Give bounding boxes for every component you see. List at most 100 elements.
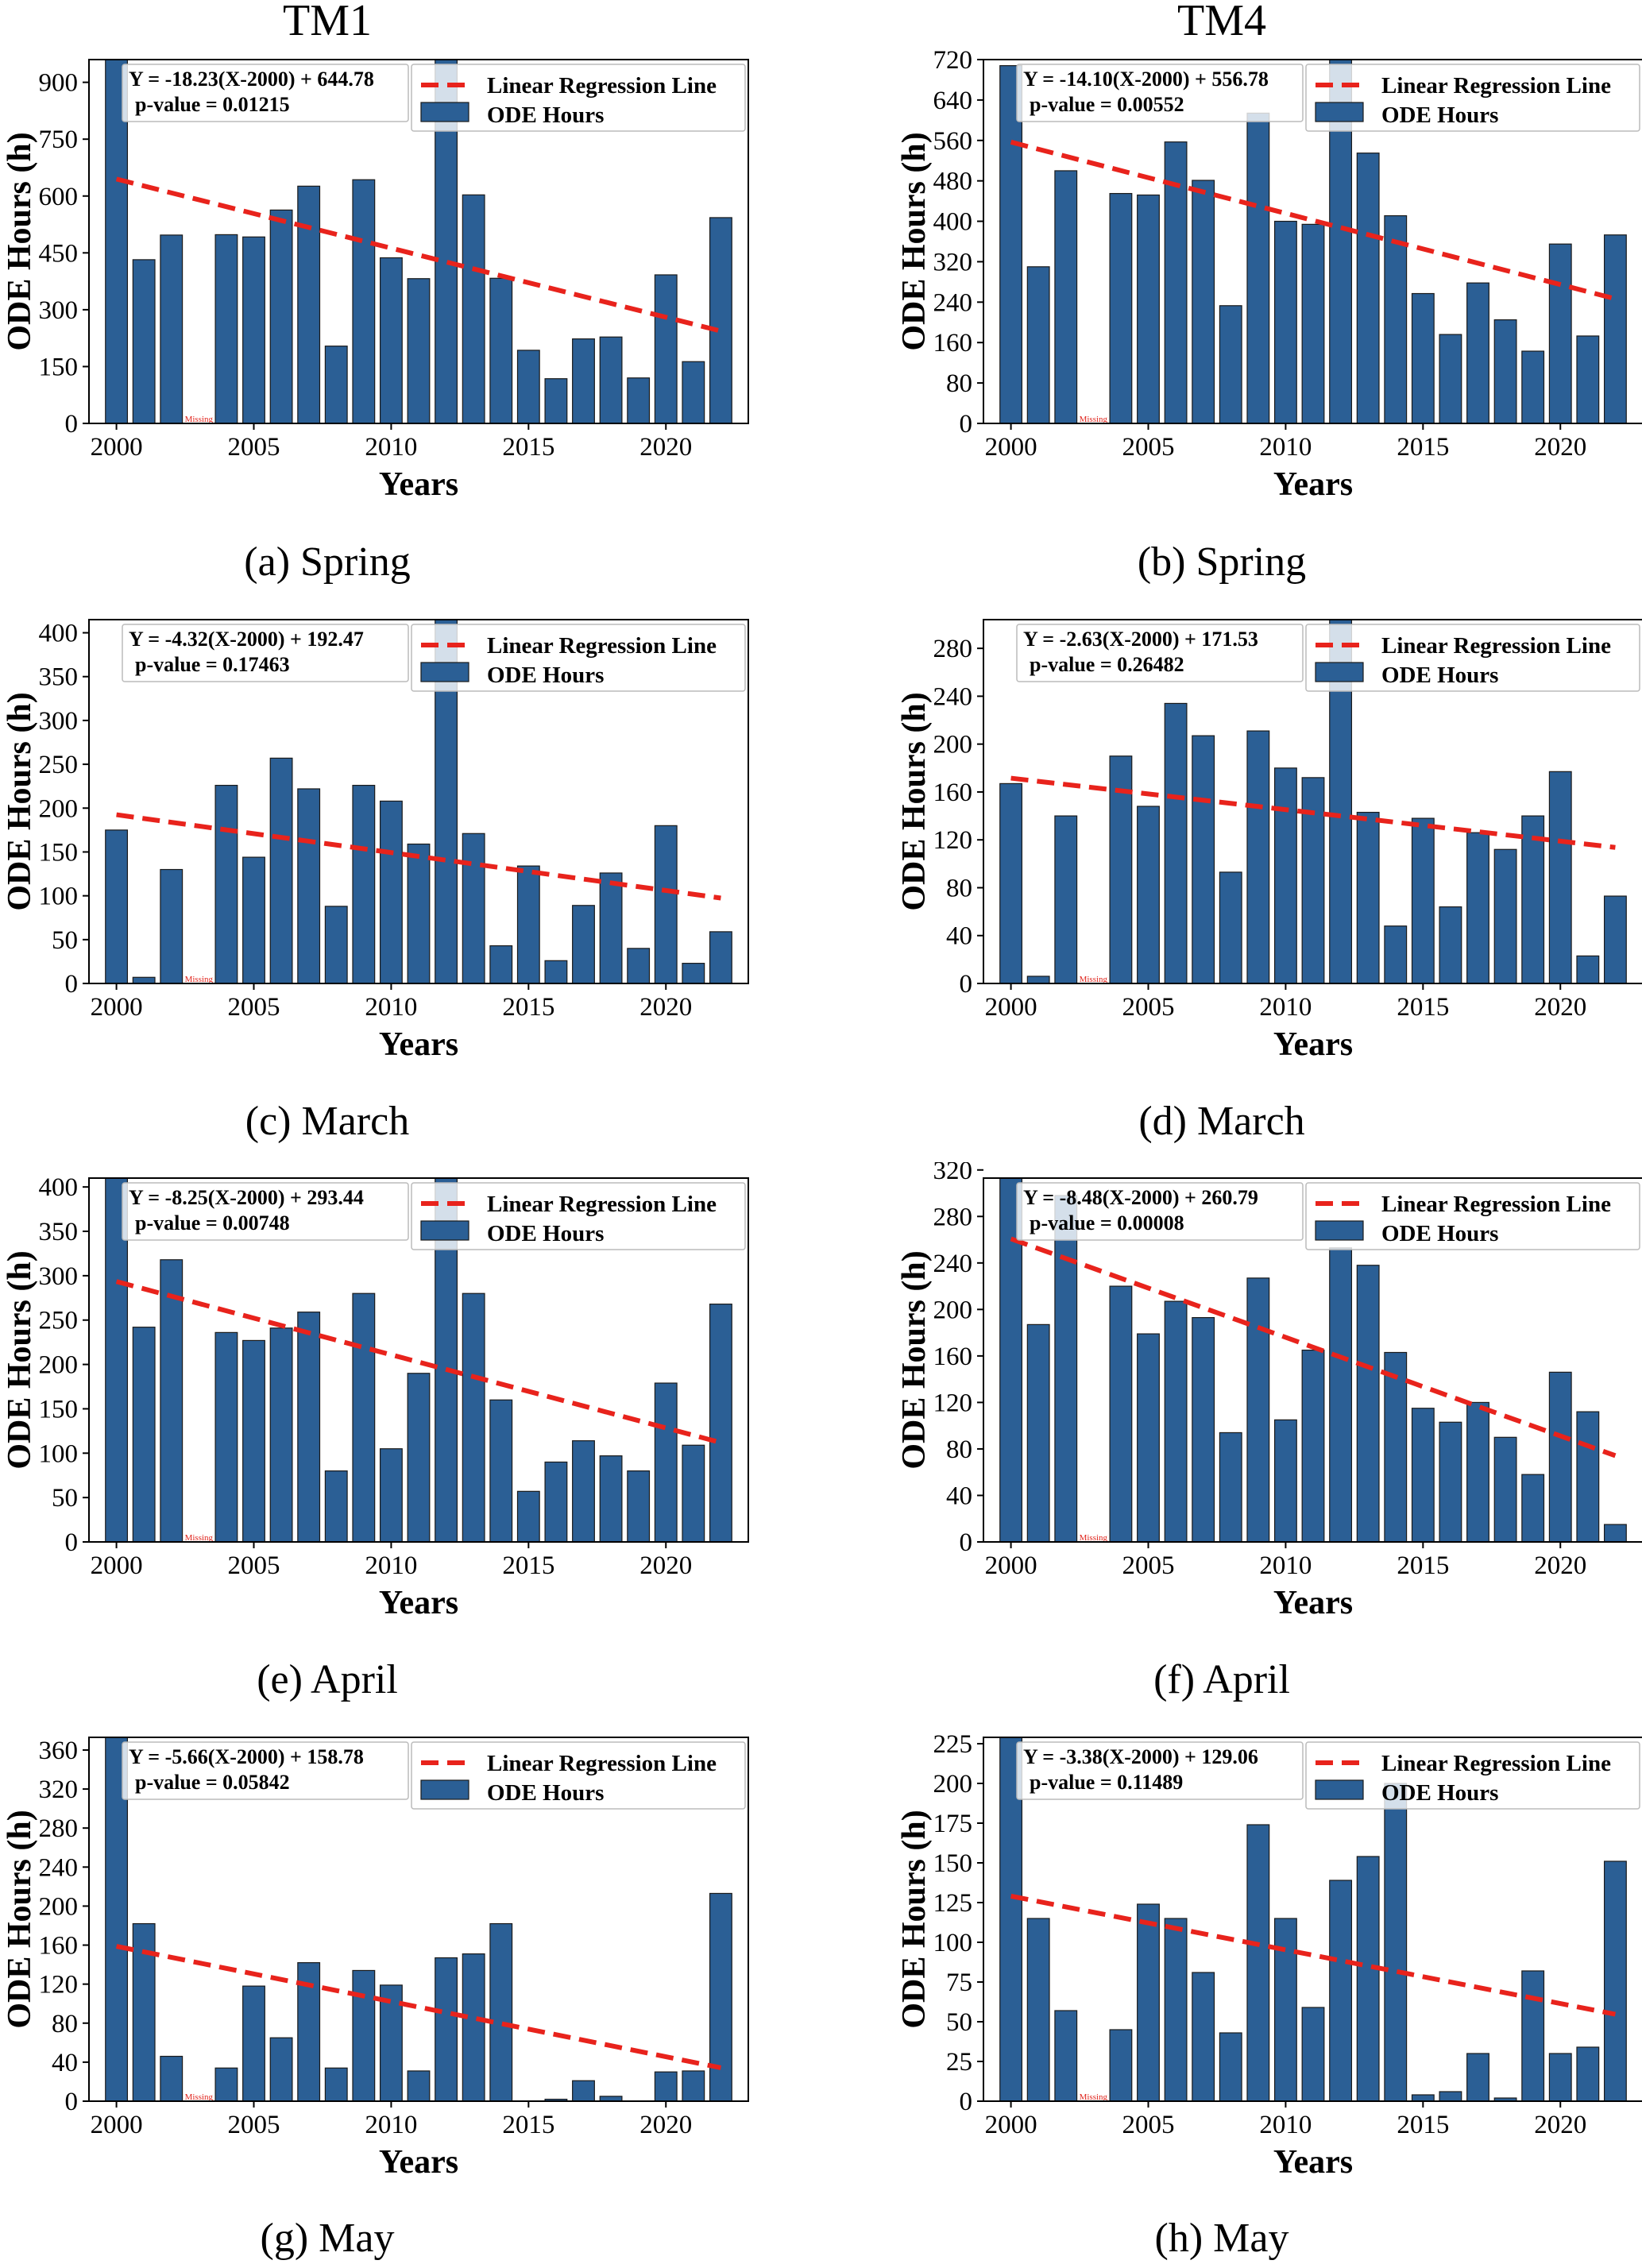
x-tick-label: 2000: [985, 993, 1037, 1022]
y-tick-label: 320: [39, 1775, 79, 1804]
bar: [105, 829, 129, 984]
y-tick-label: 0: [65, 970, 79, 999]
regression-equation: Y = -5.66(X-2000) + 158.78: [129, 1745, 364, 1768]
legend-label-ode: ODE Hours: [1381, 102, 1498, 128]
y-tick-label: 100: [933, 1929, 973, 1957]
bar: [1246, 1824, 1270, 2102]
x-tick-label: 2005: [1122, 2111, 1175, 2139]
legend-box: [1305, 1182, 1640, 1250]
bar: [599, 1455, 623, 1543]
x-tick-label: 2010: [1259, 433, 1312, 462]
y-tick-label: 120: [39, 1971, 79, 1999]
x-tick-label: 2015: [1397, 993, 1449, 1022]
y-tick-label: 600: [39, 183, 79, 211]
legend-bar-swatch: [1315, 1220, 1364, 1241]
bar: [1301, 777, 1325, 984]
bar: [269, 2037, 293, 2102]
bar: [999, 65, 1023, 424]
x-tick-label: 2005: [228, 1551, 280, 1580]
bar: [1356, 1856, 1380, 2102]
bar: [489, 945, 513, 984]
legend-box: [411, 64, 746, 132]
bar: [1273, 1918, 1297, 2102]
bar: [1411, 292, 1435, 424]
bar: [1137, 1333, 1160, 1543]
y-tick-label: 160: [933, 329, 973, 357]
bar: [1026, 266, 1050, 424]
equation-box: [1016, 624, 1304, 682]
equation-box: [122, 64, 409, 122]
bar: [1466, 1401, 1489, 1543]
regression-line: [1010, 775, 1616, 850]
bar: [572, 905, 595, 984]
x-axis-label: Years: [379, 1026, 458, 1063]
bar: [999, 782, 1023, 984]
x-tick-label: 2010: [365, 993, 417, 1022]
y-tick-label: 720: [933, 46, 973, 75]
x-tick-label: 2010: [365, 2111, 417, 2139]
legend-label-ode: ODE Hours: [1381, 663, 1498, 688]
y-tick-label: 160: [933, 1343, 973, 1371]
plot-frame: [983, 619, 1642, 984]
bar: [435, 1957, 458, 2102]
legend-label-regression: Linear Regression Line: [1381, 1192, 1611, 1217]
y-axis-label: ODE Hours (h): [896, 692, 933, 910]
y-tick-label: 120: [933, 826, 973, 855]
bar: [627, 1470, 651, 1543]
regression-line: [1010, 1893, 1616, 2017]
plot-frame: [88, 619, 749, 984]
bar: [1603, 1860, 1627, 2102]
bar: [1109, 192, 1133, 424]
missing-label: Missing: [1080, 975, 1108, 984]
bar: [627, 377, 651, 424]
bar: [1439, 906, 1462, 984]
y-axis-label: ODE Hours (h): [2, 132, 38, 350]
x-tick-label: 2005: [1122, 433, 1175, 462]
bar: [709, 1304, 732, 1543]
bar: [489, 1922, 513, 2102]
chart-panel-f: ODE Hours (h) Years 0 40 80 120 160 200 240 280 32…: [896, 1162, 1642, 1621]
x-tick-label: 2005: [228, 433, 280, 462]
bar: [407, 1373, 431, 1543]
bar: [242, 236, 265, 424]
x-tick-label: 2000: [91, 1551, 143, 1580]
y-tick-label: 100: [39, 1439, 79, 1468]
y-tick-label: 0: [960, 2088, 973, 2116]
bar: [1137, 194, 1160, 424]
bar: [269, 209, 293, 424]
y-tick-label: 0: [960, 970, 973, 999]
bar: [627, 948, 651, 984]
y-tick-label: 300: [39, 1262, 79, 1291]
bar: [1466, 2053, 1489, 2102]
x-tick-label: 2020: [1534, 1551, 1586, 1580]
y-tick-label: 240: [933, 682, 973, 711]
bar: [1329, 1880, 1353, 2102]
y-tick-label: 400: [39, 1173, 79, 1202]
y-tick-label: 200: [933, 1296, 973, 1324]
equation-box: [122, 1741, 409, 1800]
bar: [1273, 220, 1297, 424]
bar: [1603, 1524, 1627, 1543]
x-tick-label: 2005: [1122, 993, 1175, 1022]
bar: [132, 259, 156, 424]
bar: [516, 350, 540, 424]
bar: [1219, 305, 1242, 424]
column-title-tm4: TM4: [1177, 0, 1266, 45]
p-value: p-value = 0.17463: [135, 653, 290, 676]
bar: [1329, 1247, 1353, 1543]
y-tick-label: 240: [933, 1250, 973, 1278]
regression-equation: Y = -8.25(X-2000) + 293.44: [129, 1186, 364, 1209]
bar: [1137, 1903, 1160, 2102]
legend-label-ode: ODE Hours: [487, 1780, 604, 1806]
bar: [269, 1327, 293, 1543]
equation-box: [1016, 64, 1304, 122]
x-tick-label: 2000: [91, 433, 143, 462]
y-tick-label: 280: [39, 1814, 79, 1843]
bar: [1026, 1323, 1050, 1543]
x-tick-label: 2000: [91, 993, 143, 1022]
x-tick-label: 2020: [639, 993, 692, 1022]
legend-box: [411, 624, 746, 692]
legend-bar-swatch: [420, 662, 469, 682]
bar: [1246, 112, 1270, 424]
